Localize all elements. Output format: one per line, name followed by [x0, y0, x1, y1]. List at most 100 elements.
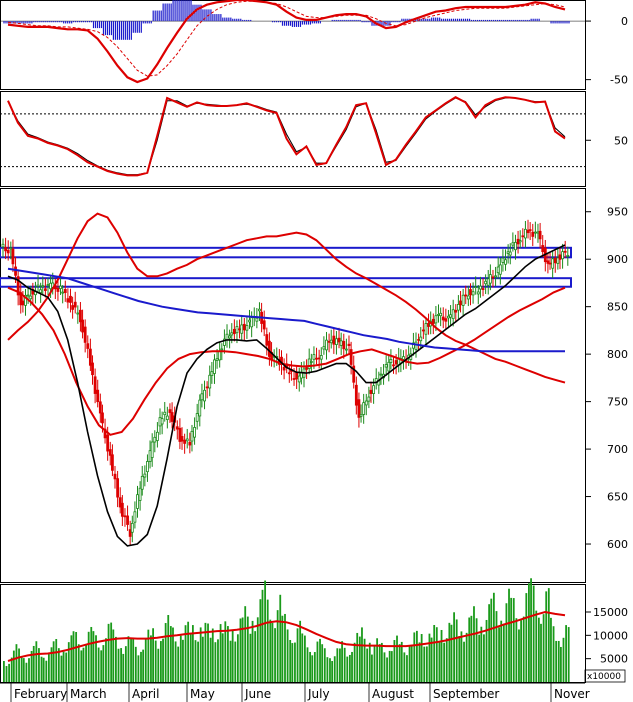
volume-bar-9-2	[97, 647, 100, 682]
volume-bar-21-0	[211, 628, 214, 682]
volume-bar-36-2	[366, 648, 369, 682]
candle-body-19-3	[198, 399, 202, 417]
candle-body-21-2	[215, 358, 219, 361]
candle-body-21-1	[213, 359, 216, 374]
candle-body-54-0	[538, 230, 542, 240]
candle-body-26-2	[265, 334, 269, 346]
candle-body-12-1	[123, 515, 127, 518]
volume-bar-3-3	[40, 656, 43, 682]
macd-tick-label-0: 0	[621, 15, 628, 28]
candle-body-33-3	[337, 337, 341, 343]
volume-bar-22-1	[224, 621, 227, 682]
time-axis: February March April May June July August Septe…	[0, 682, 590, 702]
volume-bar-51-3	[518, 629, 520, 682]
candle-body-30-2	[305, 367, 308, 370]
volume-bar-56-0	[560, 646, 562, 682]
oscillator-panel: 50	[0, 91, 628, 187]
candle-body-7-1	[73, 301, 77, 308]
volume-bar-11-0	[112, 629, 115, 682]
volume-bar-9-0	[92, 631, 95, 682]
candle-body-45-2	[454, 309, 458, 313]
candle-body-49-2	[494, 275, 497, 278]
candle-body-24-0	[240, 324, 244, 334]
volume-bar-3-0	[32, 645, 35, 682]
candle-body-50-3	[506, 251, 510, 254]
volume-bar-26-1	[264, 580, 267, 682]
price-tick-label-7: 600	[607, 538, 628, 551]
volume-bar-42-2	[425, 646, 428, 682]
candle-body-18-0	[180, 436, 184, 442]
volume-bar-24-2	[246, 616, 249, 682]
candle-body-47-0	[469, 289, 472, 296]
candle-body-20-1	[203, 389, 206, 402]
resistance-zone-box	[0, 246, 572, 259]
volume-bar-39-0	[390, 651, 393, 682]
candle-body-8-1	[83, 326, 87, 343]
candle-body-53-0	[528, 229, 532, 232]
candle-body-24-3	[248, 319, 251, 323]
candle-body-37-0	[369, 389, 373, 394]
candle-body-25-2	[255, 317, 259, 322]
candle-body-45-0	[449, 314, 452, 318]
volume-bar-20-0	[201, 636, 204, 682]
volume-bar-53-1	[532, 585, 535, 682]
moving-average-blue	[7, 267, 565, 353]
macd-line	[7, 0, 566, 84]
candle-body-11-3	[118, 497, 122, 508]
volume-bar-52-2	[525, 593, 528, 682]
candle-body-38-3	[387, 361, 391, 372]
candle-body-55-3	[556, 257, 560, 264]
price-tick-label-0: 950	[607, 206, 628, 219]
price-panel: 950 900 850 800 750 700 650 600	[0, 188, 628, 583]
volume-bar-1-3	[20, 657, 23, 682]
volume-bar-22-3	[229, 640, 232, 682]
volume-bar-17-2	[177, 646, 180, 682]
candle-body-20-2	[205, 386, 209, 389]
volume-bar-33-0	[331, 660, 334, 682]
volume-bar-29-2	[296, 628, 299, 682]
candle-body-40-1	[402, 356, 405, 360]
volume-bar-5-1	[55, 639, 58, 682]
candle-body-15-0	[150, 441, 154, 458]
volume-bar-17-1	[174, 641, 177, 682]
volume-bar-26-2	[266, 599, 269, 682]
candle-body-6-1	[63, 289, 67, 293]
volume-bar-41-0	[410, 644, 413, 682]
volume-bar-52-0	[520, 620, 523, 682]
volume-bar-43-2	[435, 627, 438, 682]
candle-body-17-0	[170, 412, 174, 422]
candle-body-28-1	[282, 366, 286, 371]
candle-body-32-0	[319, 355, 323, 360]
volume-average-line	[7, 610, 566, 662]
volume-bar-44-2	[445, 638, 448, 682]
volume-bar-53-0	[530, 578, 532, 682]
volume-bar-30-2	[306, 647, 309, 682]
candle-body-22-1	[223, 338, 226, 346]
price-tick-label-5: 700	[607, 443, 628, 456]
candle-body-54-3	[546, 260, 550, 264]
volume-bar-23-1	[234, 641, 237, 682]
volume-bar-6-2	[67, 642, 70, 682]
volume-bar-54-3	[547, 588, 550, 682]
candle-body-44-3	[447, 315, 450, 319]
candle-body-26-1	[262, 320, 266, 330]
volume-tick-label-0: 15000	[593, 606, 628, 619]
volume-bar-28-1	[284, 613, 286, 682]
candle-body-3-3	[39, 289, 43, 294]
volume-bar-10-0	[102, 645, 105, 682]
volume-bar-35-1	[353, 642, 356, 682]
volume-bar-44-0	[440, 629, 443, 682]
candle-body-38-2	[384, 364, 388, 368]
volume-bar-45-0	[450, 624, 453, 682]
volume-bar-48-1	[483, 634, 485, 682]
volume-bar-33-1	[333, 656, 336, 682]
volume-bar-0-1	[5, 666, 8, 682]
volume-bar-6-1	[65, 652, 68, 682]
volume-panel: 15000 10000 5000 x10000	[0, 578, 628, 683]
candle-body-49-0	[488, 274, 492, 284]
candle-body-4-1	[43, 288, 47, 291]
candle-body-4-0	[41, 285, 45, 288]
candle-body-26-3	[268, 340, 271, 357]
volume-bar-12-2	[127, 636, 130, 682]
volume-bar-19-2	[197, 641, 199, 682]
